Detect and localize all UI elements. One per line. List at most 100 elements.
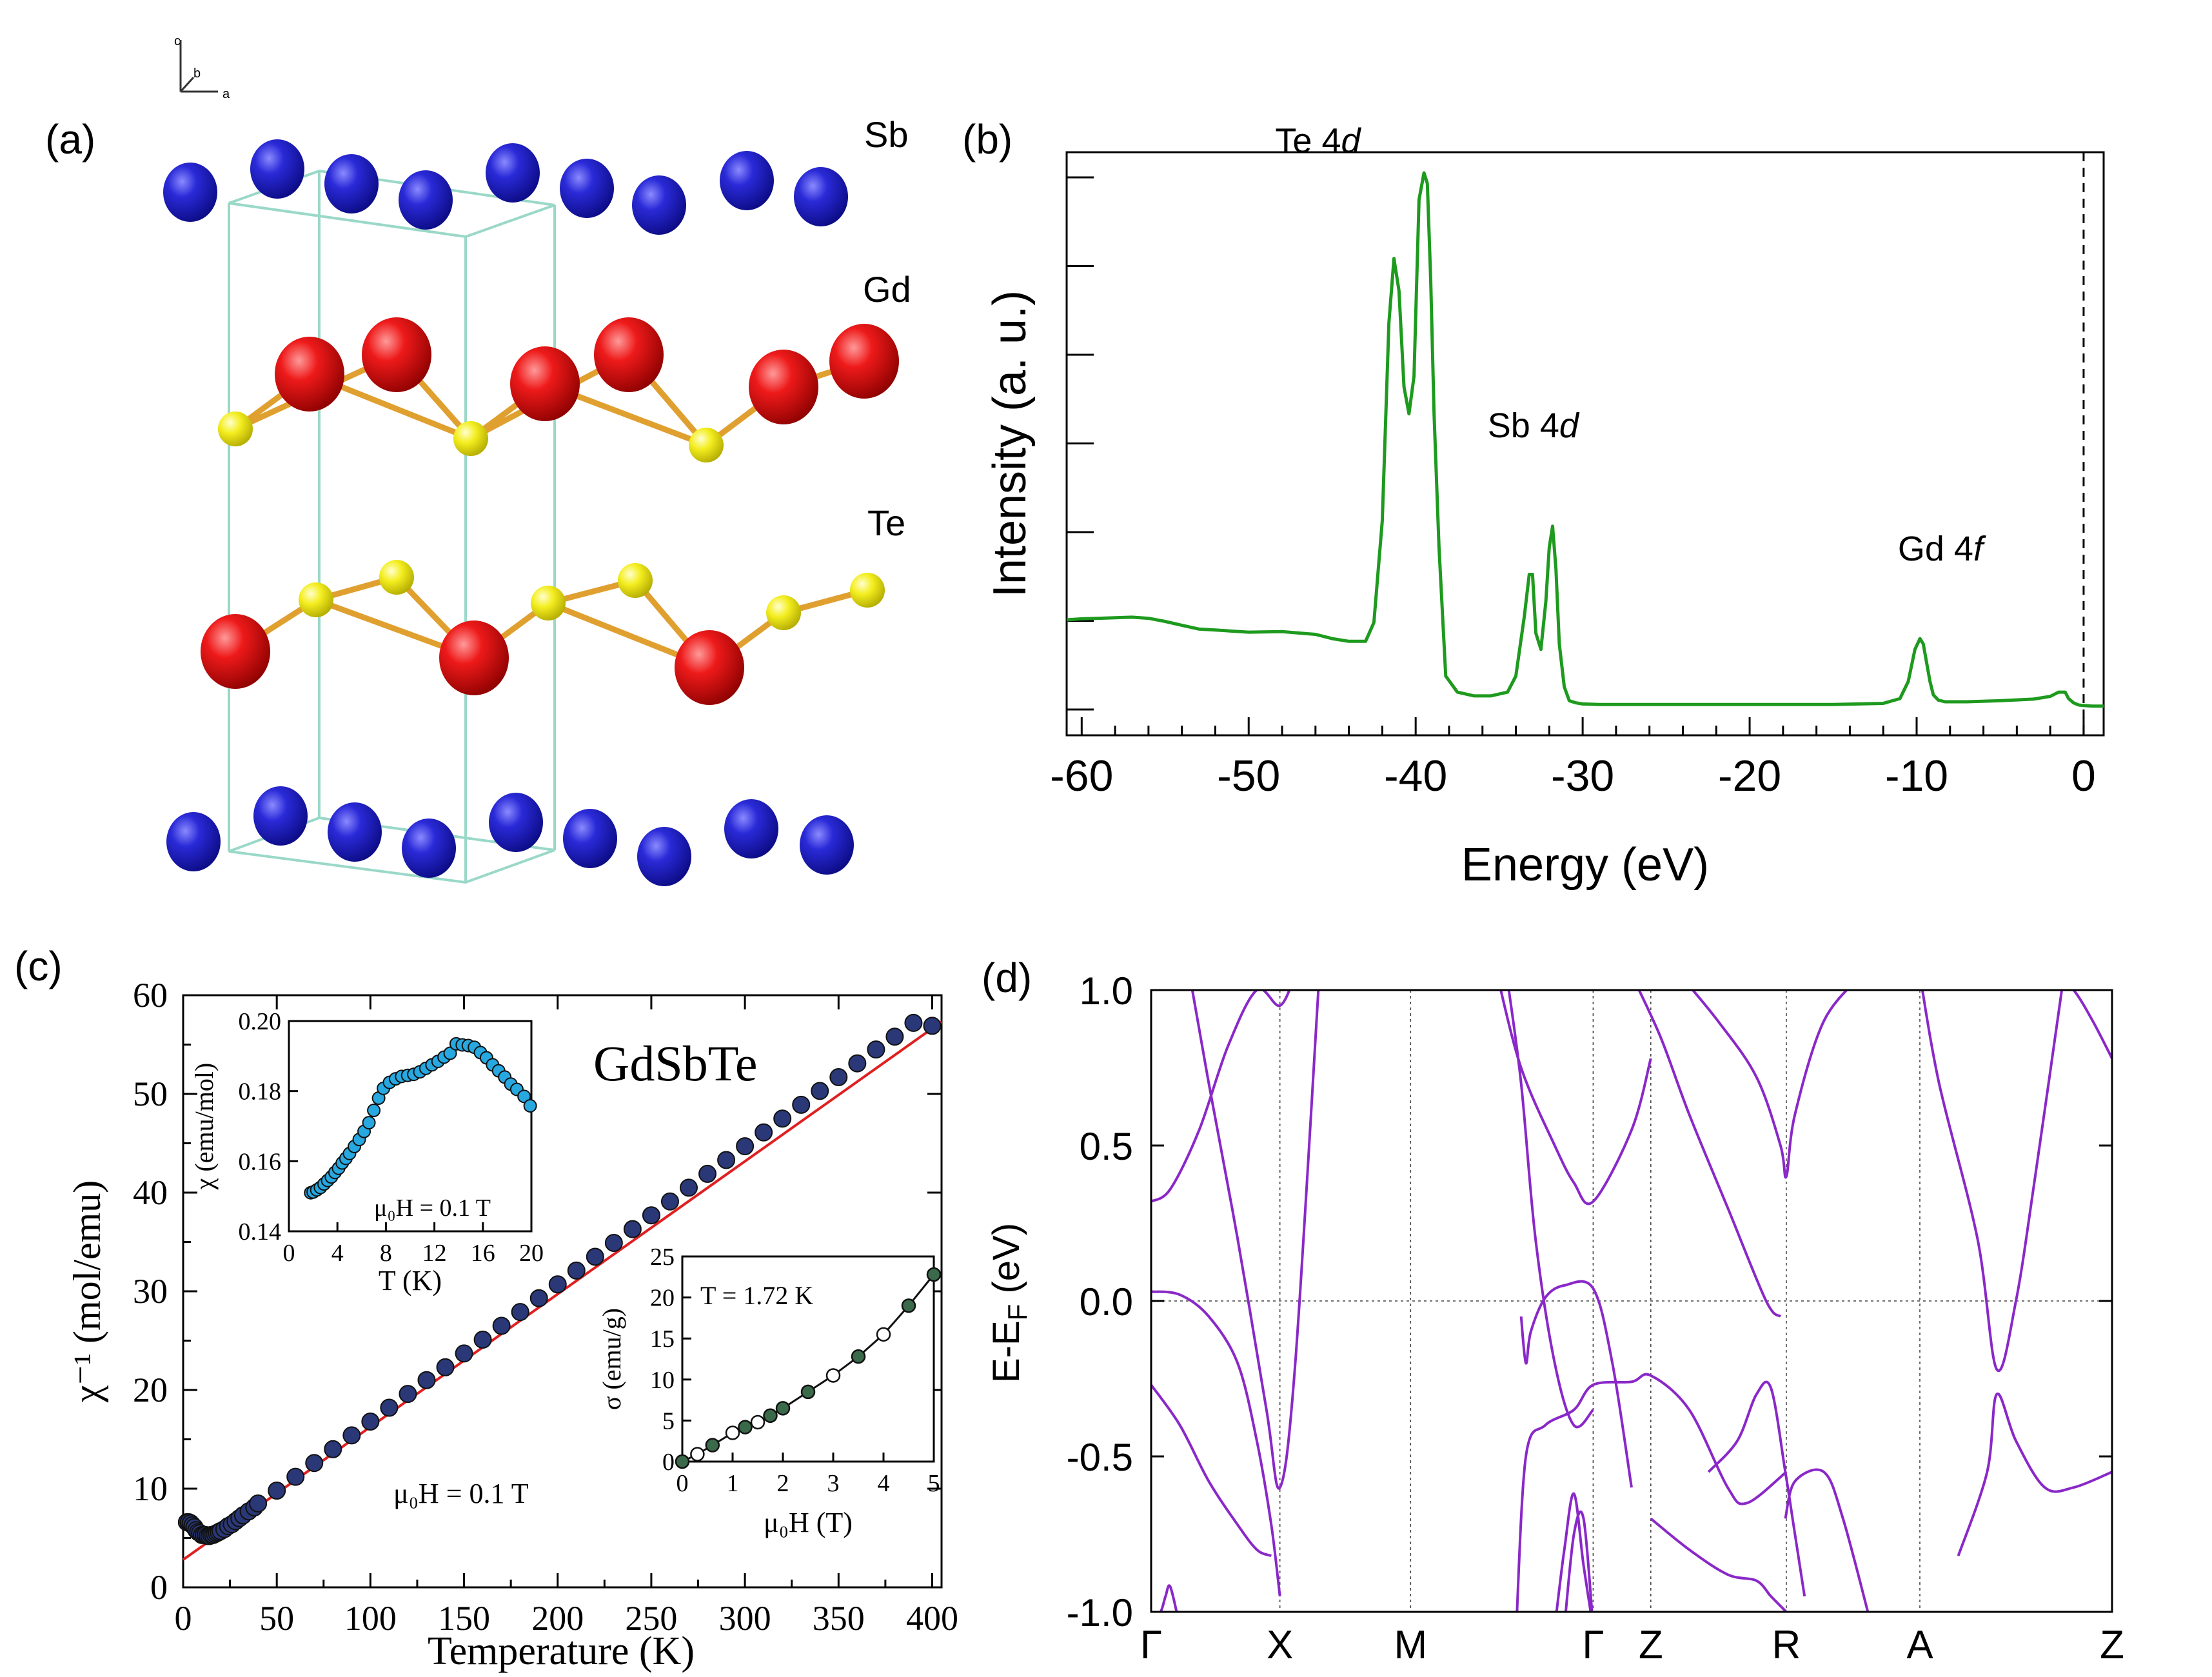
data-point: [829, 1067, 848, 1086]
data-point: [623, 1220, 642, 1238]
inset2-x-tick-label: 1: [727, 1470, 739, 1497]
axis-label-b: b: [193, 66, 201, 81]
data-point: [811, 1082, 829, 1100]
x-tick-label: -30: [1551, 751, 1614, 800]
layer-label-gd: Gd: [863, 269, 911, 310]
panel-label-a: (a): [45, 116, 95, 163]
inset2-point-filled: [738, 1420, 753, 1434]
inset-magnetization-x-label: μ₀H (T): [764, 1507, 853, 1538]
compound-title: GdSbTe: [593, 1035, 758, 1091]
y-tick-label: -0.5: [1067, 1436, 1133, 1479]
gd-te-layer-upper: [218, 317, 899, 462]
peak-label-sb-4d: Sb 4d: [1488, 406, 1580, 445]
crystal-structure: c b a: [163, 34, 911, 886]
x-tick-label: -40: [1384, 751, 1447, 800]
inset2-y-tick-label: 0: [662, 1449, 675, 1476]
band-b6: [1507, 990, 1594, 1429]
inset2-point-filled: [901, 1298, 916, 1313]
spectrum-line: [1066, 171, 2104, 708]
band-y-label: E-EF (eV): [985, 1223, 1032, 1383]
inset2-y-tick-label: 5: [662, 1407, 675, 1434]
spectrum-y-label: Intensity (a. u.): [984, 290, 1036, 597]
data-point: [848, 1054, 867, 1073]
inset2-point-filled: [675, 1454, 690, 1469]
x-tick-label: 400: [906, 1599, 958, 1638]
inset1-x-tick-label: 16: [471, 1240, 495, 1267]
axis-label-c: c: [174, 34, 181, 48]
inset2-y-tick-label: 15: [650, 1325, 675, 1353]
data-point: [660, 1192, 679, 1211]
band-b19: [1564, 1510, 1594, 1612]
data-point: [904, 1013, 923, 1032]
data-point: [736, 1137, 755, 1156]
inset1-x-tick-label: 4: [331, 1240, 344, 1267]
inset2-x-tick-label: 0: [676, 1470, 689, 1497]
y-tick-label: 40: [133, 1173, 168, 1212]
k-point-label: X: [1267, 1623, 1293, 1667]
inset1-point: [362, 1116, 376, 1130]
x-tick-label: 300: [719, 1599, 771, 1638]
inset-susceptibility-y-label: χ (emu/mol): [190, 1063, 219, 1191]
inset1-point: [523, 1098, 537, 1113]
data-point: [286, 1467, 305, 1486]
inset2-y-tick-label: 20: [650, 1285, 675, 1312]
data-point: [586, 1247, 604, 1266]
spectrum-ticks: [1067, 176, 2085, 735]
inset1-x-tick-label: 0: [283, 1240, 295, 1267]
y-tick-label: 0.0: [1080, 1280, 1133, 1324]
inset2-x-tick-label: 5: [928, 1470, 940, 1497]
data-point: [567, 1261, 586, 1280]
x-tick-label: 250: [625, 1599, 677, 1638]
inset1-y-tick-label: 0.18: [239, 1078, 282, 1106]
data-point: [324, 1440, 342, 1458]
x-tick-label: 0: [175, 1599, 192, 1638]
axes-indicator: c b a: [174, 34, 230, 101]
band-b5: [1499, 990, 1652, 1206]
inset2-x-tick-label: 4: [878, 1470, 890, 1497]
data-point: [773, 1109, 792, 1128]
data-point: [511, 1303, 529, 1322]
k-point-label: M: [1394, 1623, 1427, 1667]
data-point: [604, 1234, 623, 1253]
inset2-point-filled: [926, 1267, 942, 1282]
inset2-point-filled: [763, 1408, 778, 1424]
inset1-point: [517, 1089, 531, 1104]
main-y-label: χ⁻¹ (mol/emu): [66, 1180, 108, 1404]
x-tick-label: -60: [1050, 751, 1113, 800]
inset-magnetization-y-label: σ (emu/g): [597, 1308, 626, 1410]
band-frame: [1150, 989, 2113, 1613]
band-b14: [1921, 990, 2064, 1373]
main-x-label: Temperature (K): [428, 1629, 695, 1673]
band-b9: [1691, 990, 1849, 1179]
k-point-label: A: [1906, 1623, 1933, 1667]
unit-cell: [228, 169, 556, 884]
panel-label-c: (c): [14, 943, 63, 989]
band-b18: [1555, 1492, 1592, 1612]
inset1-point: [367, 1104, 381, 1118]
data-point: [455, 1344, 473, 1363]
spectrum-frame: [1065, 151, 2105, 737]
data-point: [417, 1371, 436, 1389]
spectrum-x-label: Energy (eV): [1461, 839, 1709, 891]
y-tick-label: 0.5: [1080, 1125, 1133, 1168]
k-point-label: Γ: [1582, 1623, 1604, 1667]
main-field-annotation: μ₀H = 0.1 T: [393, 1478, 529, 1509]
data-point: [473, 1330, 492, 1349]
data-point: [436, 1358, 455, 1376]
band-b8: [1516, 1373, 1788, 1612]
inset1-y-tick-label: 0.20: [239, 1008, 282, 1035]
panel-label-b: (b): [962, 116, 1012, 163]
data-point: [492, 1316, 511, 1335]
inset-susceptibility-annotation: μ₀H = 0.1 T: [374, 1195, 491, 1222]
inset1-point: [443, 1046, 457, 1060]
data-point: [755, 1123, 773, 1142]
inset-magnetization-annotation: T = 1.72 K: [700, 1281, 813, 1310]
inset2-point-open: [750, 1414, 765, 1430]
data-point: [268, 1482, 286, 1500]
data-point: [249, 1494, 268, 1513]
band-b11: [1650, 1517, 1788, 1612]
inset1-y-tick-label: 0.16: [239, 1148, 282, 1175]
inset2-point-open: [876, 1327, 891, 1342]
k-point-label: Z: [1639, 1623, 1663, 1667]
